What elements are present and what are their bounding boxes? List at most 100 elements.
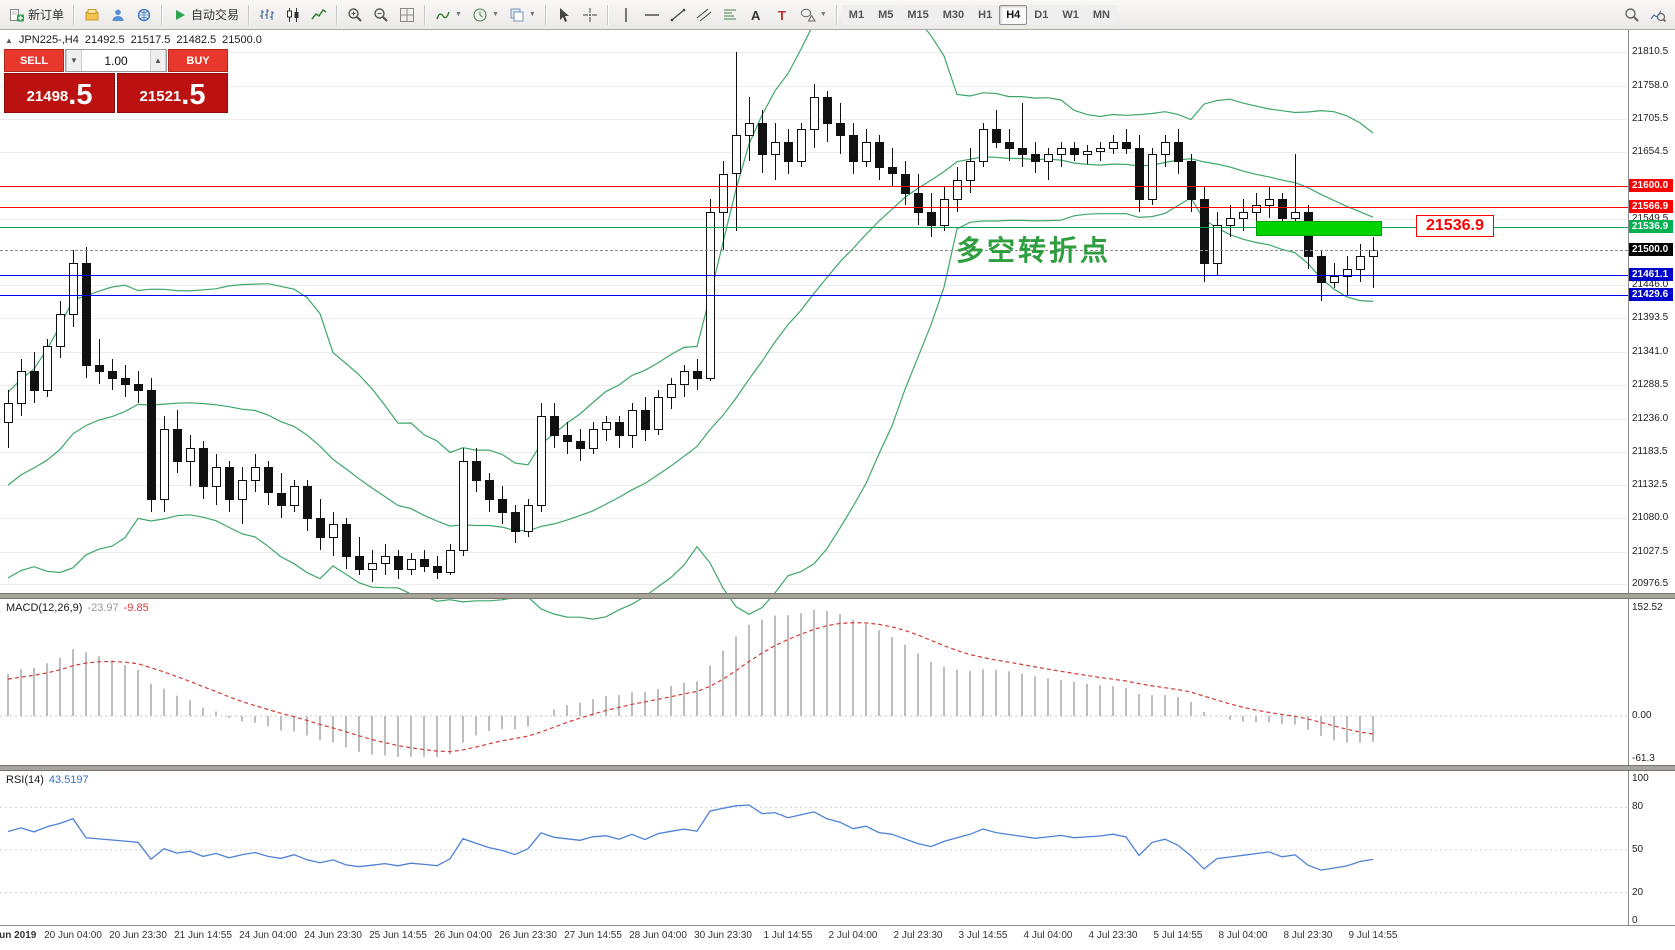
candle-body <box>771 141 780 156</box>
crosshair-button[interactable] <box>577 2 603 28</box>
horizontal-price-line[interactable] <box>0 274 1628 276</box>
timeframe-button-m5[interactable]: M5 <box>871 4 901 25</box>
chart-ohlc-header: ▲ JPN225-,H4 21492.5 21517.5 21482.5 215… <box>5 34 262 46</box>
time-axis-label: 26 Jun 04:00 <box>434 930 492 941</box>
horizontal-line-button[interactable] <box>639 2 665 28</box>
candle-body <box>17 371 26 405</box>
highlight-box[interactable] <box>1256 220 1382 236</box>
horizontal-price-line[interactable] <box>0 295 1628 296</box>
vertical-line-button[interactable] <box>613 2 639 28</box>
price-axis-label: 21132.5 <box>1632 478 1668 490</box>
candle-body <box>576 441 585 449</box>
time-axis-label: 30 Jun 23:30 <box>694 930 752 941</box>
candle-body <box>472 460 481 481</box>
zoom-in-button[interactable] <box>342 2 368 28</box>
buy-price[interactable]: 21521.5 <box>117 73 228 113</box>
timeframe-button-w1[interactable]: W1 <box>1055 4 1086 25</box>
trendline-button[interactable] <box>665 2 691 28</box>
candle-body <box>758 122 767 156</box>
candle-body <box>524 505 533 532</box>
rsi-axis-label: 20 <box>1632 886 1644 898</box>
tile-windows-button[interactable] <box>394 2 420 28</box>
candle-body <box>1083 151 1092 156</box>
chart-plot-area[interactable] <box>0 30 1628 593</box>
price-line-badge: 21600.0 <box>1629 179 1673 193</box>
price-axis[interactable] <box>1628 30 1675 925</box>
price-axis-label: 21080.0 <box>1632 512 1669 523</box>
timeframe-button-m15[interactable]: M15 <box>900 4 936 25</box>
candle-body <box>693 371 702 379</box>
periods-button[interactable]: ▼ <box>467 2 504 28</box>
candle-body <box>121 377 130 385</box>
candle-body <box>1239 211 1248 220</box>
indicators-button[interactable]: ▼ <box>430 2 467 28</box>
text-label-button[interactable]: T <box>769 2 795 28</box>
timeframe-button-m30[interactable]: M30 <box>935 4 972 25</box>
candle-body <box>654 396 663 430</box>
zoom-out-icon <box>373 7 389 23</box>
candle-body <box>381 556 390 564</box>
shapes-icon <box>800 7 816 23</box>
volume-value[interactable]: 1.00 <box>104 53 128 68</box>
svg-text:A: A <box>751 8 761 23</box>
time-axis-label: 2 Jul 23:30 <box>893 930 943 941</box>
bar-chart-button[interactable] <box>254 2 280 28</box>
horizontal-price-line[interactable] <box>0 226 1628 228</box>
chart-annotation-text[interactable]: 多空转折点 <box>956 235 1112 266</box>
timeframe-button-d1[interactable]: D1 <box>1027 4 1056 25</box>
price-line-badge: 21429.6 <box>1629 288 1673 301</box>
panel-separator-rsi[interactable] <box>0 765 1675 771</box>
label-icon: T <box>774 7 790 23</box>
fibonacci-button[interactable] <box>717 2 743 28</box>
new-order-button[interactable]: 新订单 <box>4 2 69 28</box>
candle-body <box>641 409 650 430</box>
navigator-button[interactable] <box>131 2 157 28</box>
volume-increase-button[interactable]: ▲ <box>150 50 166 71</box>
templates-button[interactable]: ▼ <box>504 2 541 28</box>
candle-body <box>160 428 169 500</box>
candlestick-chart-button[interactable] <box>280 2 306 28</box>
candle-body <box>1031 154 1040 162</box>
panel-separator-macd[interactable] <box>0 593 1675 599</box>
text-button[interactable]: A <box>743 2 769 28</box>
candle-body <box>1174 141 1183 162</box>
volume-decrease-button[interactable]: ▼ <box>66 50 82 71</box>
time-axis-label: 20 Jun 23:30 <box>109 930 167 941</box>
chart-zoom-button[interactable] <box>1645 2 1671 28</box>
candle-body <box>901 173 910 194</box>
time-axis-label: 21 Jun 14:55 <box>174 930 232 941</box>
line-chart-button[interactable] <box>306 2 332 28</box>
timeframe-button-m1[interactable]: M1 <box>841 4 872 25</box>
arrows-button[interactable]: ▼ <box>795 2 832 28</box>
current-price-line <box>0 250 1628 252</box>
candle-body <box>212 466 221 487</box>
templates-icon <box>509 7 525 23</box>
buy-button[interactable]: BUY <box>168 49 228 72</box>
horizontal-price-line[interactable] <box>0 186 1628 188</box>
candle-body <box>810 97 819 130</box>
price-axis-label: 21288.5 <box>1632 379 1669 390</box>
time-axis[interactable]: 19 Jun 2019 20 Jun 04:00 20 Jun 23:30 21 Ju… <box>0 925 1675 950</box>
candle-body <box>953 179 962 200</box>
cursor-button[interactable] <box>551 2 577 28</box>
sell-price[interactable]: 21498.5 <box>4 73 115 113</box>
macd-axis-label: 152.52 <box>1632 602 1663 613</box>
symbol-timeframe-label: JPN225-,H4 <box>18 34 79 46</box>
timeframe-button-h4[interactable]: H4 <box>999 4 1028 25</box>
zoom-out-button[interactable] <box>368 2 394 28</box>
candle-body <box>862 141 871 162</box>
price-callout-label[interactable]: 21536.9 <box>1416 215 1494 237</box>
time-axis-label: 25 Jun 14:55 <box>369 930 427 941</box>
volume-input[interactable]: ▼ 1.00 ▲ <box>65 49 167 72</box>
auto-trading-button[interactable]: 自动交易 <box>167 2 244 28</box>
market-icon <box>84 7 100 23</box>
timeframe-button-mn[interactable]: MN <box>1085 4 1117 25</box>
data-window-button[interactable] <box>105 2 131 28</box>
sell-button[interactable]: SELL <box>4 49 64 72</box>
horizontal-price-line[interactable] <box>0 207 1628 209</box>
search-button[interactable] <box>1619 2 1645 28</box>
price-axis-label: 21446.0 <box>1632 278 1669 290</box>
timeframe-button-h1[interactable]: H1 <box>971 4 1000 25</box>
channel-button[interactable] <box>691 2 717 28</box>
market-watch-button[interactable] <box>79 2 105 28</box>
